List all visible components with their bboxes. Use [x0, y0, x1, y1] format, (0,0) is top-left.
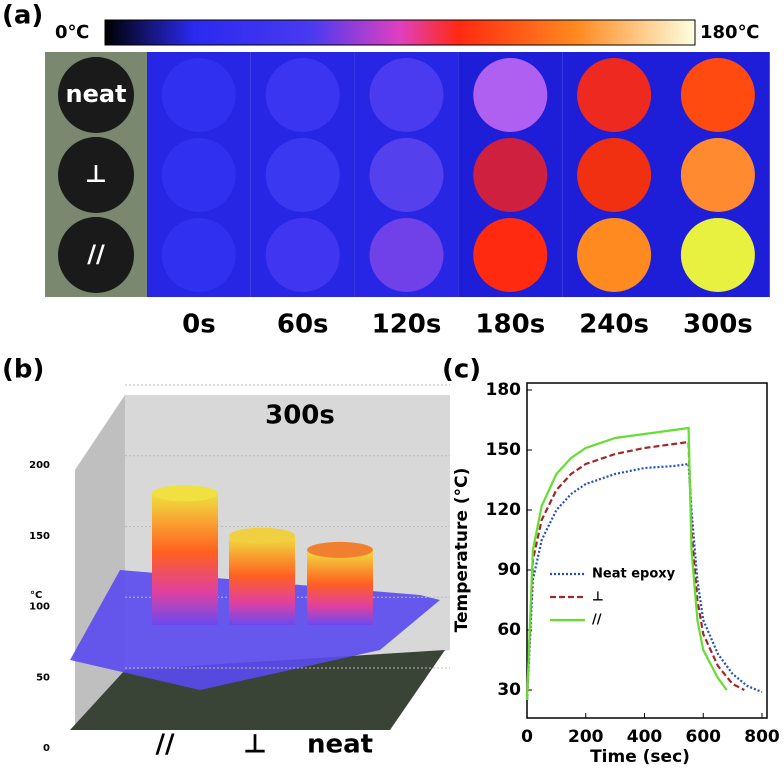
x-axis-label: Time (sec)	[590, 747, 690, 767]
z-tick-label: 100	[29, 602, 50, 613]
time-label: 0s	[182, 310, 216, 340]
sample-thermal	[161, 138, 236, 212]
row-label: ⊥	[85, 160, 107, 188]
panel-title: 300s	[265, 401, 335, 431]
z-tick-label: 150	[29, 531, 50, 542]
category-label: ⊥	[243, 730, 267, 760]
color-bar	[104, 19, 696, 46]
sample-photo	[58, 57, 134, 133]
panel-label: (c)	[442, 355, 481, 385]
sample-thermal	[369, 218, 444, 292]
x-tick-label: 0	[521, 727, 533, 747]
line	[525, 426, 728, 701]
y-tick-label: 30	[497, 680, 521, 700]
peak	[152, 493, 218, 625]
sample-thermal	[161, 218, 236, 292]
legend-label: Neat epoxy	[592, 567, 676, 582]
z-tick-label: 50	[36, 672, 50, 683]
z-tick-label: 0	[43, 743, 50, 754]
sample-thermal	[369, 58, 444, 132]
x-tick-label: 800	[744, 727, 780, 747]
y-tick-label: 120	[486, 500, 522, 520]
sample-thermal	[265, 218, 340, 292]
sample-thermal	[265, 138, 340, 212]
peak-top	[229, 527, 295, 544]
sample-thermal	[473, 138, 548, 212]
x-tick-label: 200	[568, 727, 604, 747]
axis-unit: °C	[30, 590, 42, 601]
sample-photo	[58, 217, 134, 293]
plot-frame	[526, 382, 768, 719]
sample-thermal	[161, 58, 236, 132]
sample-thermal	[577, 58, 652, 132]
sample-thermal	[473, 218, 548, 292]
time-label: 60s	[277, 310, 329, 340]
sample-thermal	[265, 58, 340, 132]
time-label: 300s	[683, 310, 753, 340]
peak	[307, 549, 373, 625]
sample-thermal	[473, 58, 548, 132]
sample-thermal	[577, 138, 652, 212]
panel-label: (b)	[2, 355, 44, 385]
x-tick-label: 400	[627, 727, 663, 747]
y-tick-label: 150	[486, 440, 522, 460]
peak	[229, 535, 295, 625]
legend-label: ⊥	[592, 590, 604, 605]
time-label: 180s	[475, 310, 545, 340]
row-label: neat	[65, 80, 126, 108]
sample-thermal	[577, 218, 652, 292]
sample-thermal	[680, 58, 755, 132]
y-axis-label: Temperature (°C)	[452, 468, 472, 633]
row-label: //	[87, 240, 105, 268]
sample-photo	[58, 137, 134, 213]
scale-min: 0℃	[55, 22, 89, 43]
y-tick-label: 180	[486, 380, 522, 400]
y-tick-label: 60	[497, 620, 521, 640]
panel-label: (a)	[2, 1, 43, 31]
scale-max: 180℃	[700, 22, 759, 43]
sample-thermal	[680, 218, 755, 292]
line	[525, 440, 745, 701]
z-tick-label: 200	[29, 460, 50, 471]
peak-top	[152, 485, 218, 502]
sample-thermal	[680, 138, 755, 212]
peak-top	[307, 541, 373, 558]
y-tick-label: 90	[497, 560, 521, 580]
time-label: 240s	[579, 310, 649, 340]
category-label: //	[156, 730, 175, 760]
x-tick-label: 600	[686, 727, 722, 747]
time-label: 120s	[372, 310, 442, 340]
line	[525, 462, 763, 701]
category-label: neat	[307, 730, 373, 760]
sample-thermal	[369, 138, 444, 212]
legend-label: //	[592, 613, 602, 628]
